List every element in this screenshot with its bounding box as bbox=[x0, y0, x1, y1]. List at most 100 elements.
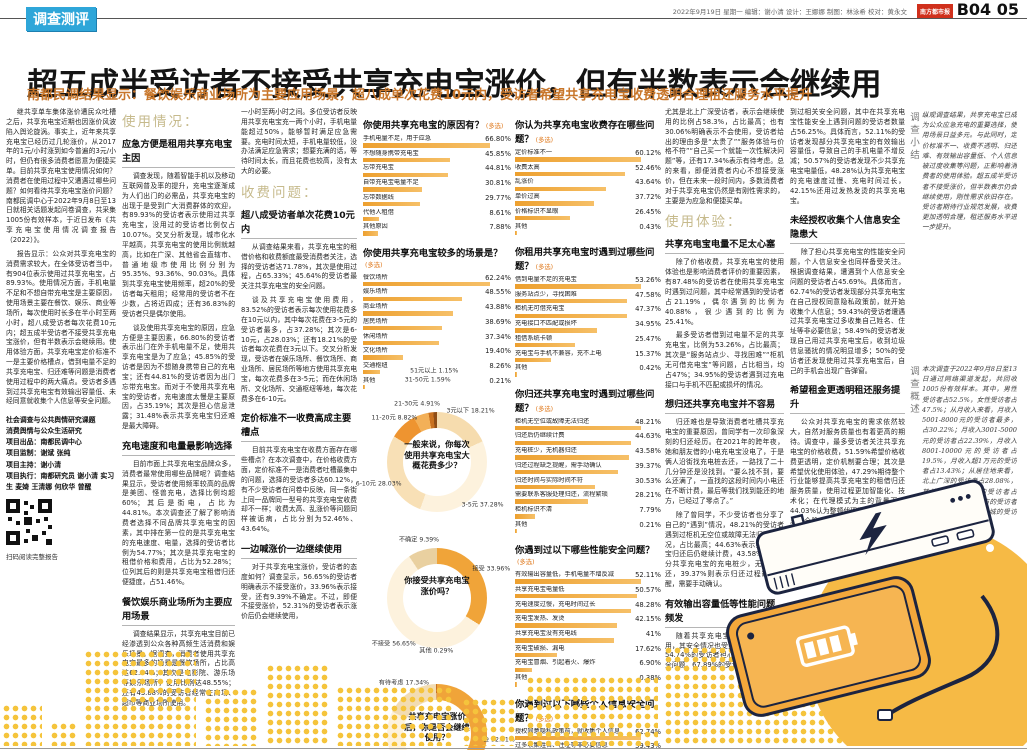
staff-credits: 编辑：谢小清 设计：王娜娜 制图：林泳希 校对：黄永文 bbox=[744, 8, 907, 16]
bar-row: 商业场所 43.88% bbox=[363, 303, 511, 316]
bar bbox=[515, 425, 641, 431]
bar-value: 37.34% bbox=[485, 332, 511, 341]
phone-icon bbox=[726, 576, 931, 717]
bar-row: 娱乐场所 48.55% bbox=[363, 288, 511, 301]
bar bbox=[363, 157, 451, 163]
donut-hole bbox=[403, 428, 471, 497]
credit-line: 项目执行：南都研究员 谢小清 实习生 麦婍 王清娜 何欣华 曾醒 bbox=[6, 471, 115, 491]
subhead: 想归还共享充电宝并不容易 bbox=[665, 396, 784, 415]
bar-value: 25.47% bbox=[635, 334, 661, 343]
survey-summary-text: 纵观调查结果，共享充电宝已成为公众应急充电的重要选择，使用场景日益多元。与此同时… bbox=[922, 111, 1017, 232]
bar bbox=[363, 370, 380, 375]
bar-label: 充电宝发热、发烫 bbox=[515, 615, 565, 623]
bar bbox=[363, 187, 422, 192]
bar-value: 15.37% bbox=[635, 349, 661, 358]
bar-value: 17.62% bbox=[635, 644, 661, 653]
bar-value: 6.90% bbox=[639, 659, 661, 668]
bar-label: 手机电量不足，用于应急 bbox=[363, 135, 432, 142]
bar-label: 忘带数据线 bbox=[363, 193, 394, 201]
bar-row: 定价标准不一 60.12% bbox=[515, 149, 661, 162]
donut-segment-label: 11-20元 8.82% bbox=[371, 414, 418, 422]
bar bbox=[363, 340, 440, 346]
bar-value: 0.21% bbox=[489, 376, 511, 385]
bar-label: 租借系统卡顿 bbox=[515, 334, 553, 342]
donut-chart: 你接受共享充电宝涨价吗？ 接受 33.96% 不接受 56.65% 不确定 9.39% bbox=[363, 535, 510, 661]
dot-pattern bbox=[526, 676, 658, 746]
bar-value: 30.53% bbox=[635, 476, 661, 485]
dot-pattern bbox=[462, 698, 518, 746]
bar bbox=[363, 216, 380, 222]
bar-value: 48.21% bbox=[635, 417, 661, 426]
dot-pattern bbox=[336, 686, 454, 746]
dot-pattern bbox=[2, 704, 42, 746]
chart-performance-safety: 你遇到过以下哪些性能安全问题？ (多选) 有效输出容量低，手机电量不增反减 52.11… bbox=[515, 542, 661, 687]
bar bbox=[515, 328, 598, 333]
bar-value: 39.37% bbox=[635, 461, 661, 470]
bar-row: 乱涨价 43.64% bbox=[515, 178, 661, 191]
bar-label: 商业场所 bbox=[363, 303, 388, 311]
bar-label: 其他 bbox=[363, 376, 376, 384]
chart-accept-price-donut: 你接受共享充电宝涨价吗？ 接受 33.96% 不接受 56.65% 不确定 9.39% bbox=[363, 535, 511, 661]
bar-label: 有效输出容量低，手机电量不增反减 bbox=[515, 571, 614, 579]
dateline: 2022年9月19日 星期一 编辑：谢小清 设计：王娜娜 制图：林泳希 校对：黄… bbox=[673, 6, 907, 16]
bar bbox=[363, 201, 420, 207]
paragraph: 调查发现，随着智能手机以及移动互联网普及率的提升，充电宝逐渐成为人们出门的必需品… bbox=[122, 172, 235, 318]
bar bbox=[515, 215, 571, 221]
column-charts-left: 你使用共享充电宝的原因有？ (多选) 手机电量不足，用于应急 66.80% 不想随身携带… bbox=[356, 108, 515, 750]
bar bbox=[515, 171, 625, 177]
bar-row: 收费太高 52.46% bbox=[515, 164, 661, 177]
bar-label: 居民场所 bbox=[363, 317, 388, 325]
bar bbox=[363, 296, 463, 301]
bar-row: 休闲场所 37.34% bbox=[363, 333, 511, 346]
bar-label: 其他 bbox=[515, 520, 528, 528]
subhead: 充电速度和电量最影响选择 bbox=[122, 438, 235, 456]
bar-value: 50.57% bbox=[635, 585, 661, 594]
bar-row: 其他 0.43% bbox=[515, 223, 661, 236]
chart-usage-reasons: 你使用共享充电宝的原因有？ (多选) 手机电量不足，用于应急 66.80% 不想随身携带… bbox=[363, 117, 511, 236]
bar-value: 43.64% bbox=[635, 178, 661, 187]
page-number: B04 05 bbox=[956, 0, 1019, 19]
intro-paragraph: 报告显示：公众对共享充电宝的消费需求较大，在全体受访者当中，有904位表示使用过… bbox=[6, 249, 116, 406]
paragraph: 一小时至两小时之间。多位受访者反映用共享充电宝充一两个小时，手机电量能超过50%… bbox=[241, 108, 357, 176]
bar-value: 43.58% bbox=[635, 447, 661, 456]
survey-overview-text: 本次调查于2022年9月8日至13日通过网络渠道发起，共回收1005份有效样本。… bbox=[922, 365, 1017, 526]
paragraph: 谈及共享充电宝使用费用，83.52%的受访者表示每次使用花费多在10元以内，其中… bbox=[241, 296, 357, 403]
powerbank-illustration bbox=[690, 478, 1027, 746]
bar-row: 文化场所 19.40% bbox=[363, 347, 511, 360]
donut-segment-label: 31-50元 1.59% bbox=[404, 376, 451, 384]
bar-row: 居民场所 38.69% bbox=[363, 318, 511, 331]
paragraph: 目前共享充电宝在收费方面存在哪些槽点？在本次调查中，在价格收费方面，定价标准不一… bbox=[241, 446, 357, 534]
bar-value: 41% bbox=[645, 630, 661, 639]
bar-row: 充电桩少，无机器归还 43.58% bbox=[515, 447, 661, 460]
bar-label: 充电速度过慢，充电时间过长 bbox=[515, 600, 596, 608]
multi-select-tag: (多选) bbox=[365, 261, 383, 269]
bar bbox=[363, 325, 443, 331]
column-usage: 使用情况： 应急方便是租用共享充电宝主因 调查发现，随着智能手机以及移动互联网普… bbox=[122, 108, 235, 708]
paragraph: 除了担心共享充电宝的性能安全问题，个人信息安全也同样备受关注。根据调查结果，遭遇… bbox=[790, 248, 905, 375]
chart-title-text: 你认为共享充电宝收费存在哪些问题？ bbox=[515, 120, 655, 145]
bar-label: 其他原因 bbox=[363, 223, 388, 231]
bar bbox=[515, 623, 617, 628]
chart-title: 你认为共享充电宝收费存在哪些问题？ (多选) bbox=[515, 117, 661, 145]
bar-value: 52.46% bbox=[635, 163, 661, 172]
paragraph: 尤其是北上广深受访者，表示会继续使用的比例占58.3%，占比最高；也有30.06… bbox=[665, 108, 784, 205]
bar bbox=[515, 201, 594, 206]
bar-value: 34.95% bbox=[635, 320, 661, 329]
bar-label: 归还时间与实际时间不符 bbox=[515, 476, 584, 484]
chart-title-text: 你租用共享充电宝时遇到过哪些问题？ bbox=[515, 247, 655, 273]
column-fee: 一小时至两小时之间。多位受访者反映用共享充电宝充一两个小时，手机电量能超过50%… bbox=[241, 108, 357, 708]
donut-segment-label: 其他 0.29% bbox=[419, 647, 454, 655]
bar bbox=[363, 172, 449, 177]
bar-row: 租借系统卡顿 25.47% bbox=[515, 335, 661, 348]
bar-row: 归还时间与实际时间不符 30.53% bbox=[515, 477, 661, 490]
bar-value: 26.45% bbox=[635, 207, 661, 216]
bar-label: 充电宝冒烟、引起着火、爆炸 bbox=[515, 659, 596, 667]
bar-row: 充电宝与手机不兼容，充不上电 15.37% bbox=[515, 350, 661, 363]
section-badge: 调查测评 bbox=[26, 7, 96, 31]
bar-label: 自带充电宝电量不足 bbox=[363, 179, 419, 187]
subhead: 超八成受访者单次花费10元内 bbox=[241, 207, 357, 239]
deck-subheadline: 南都民调结果显示：餐饮娱乐商业场所为主要应用场景，超八成单次花费10元内，受访者… bbox=[27, 88, 813, 103]
chart-title: 你遇到过以下哪些性能安全问题？ (多选) bbox=[515, 542, 661, 567]
powerbank-icon bbox=[755, 479, 995, 595]
